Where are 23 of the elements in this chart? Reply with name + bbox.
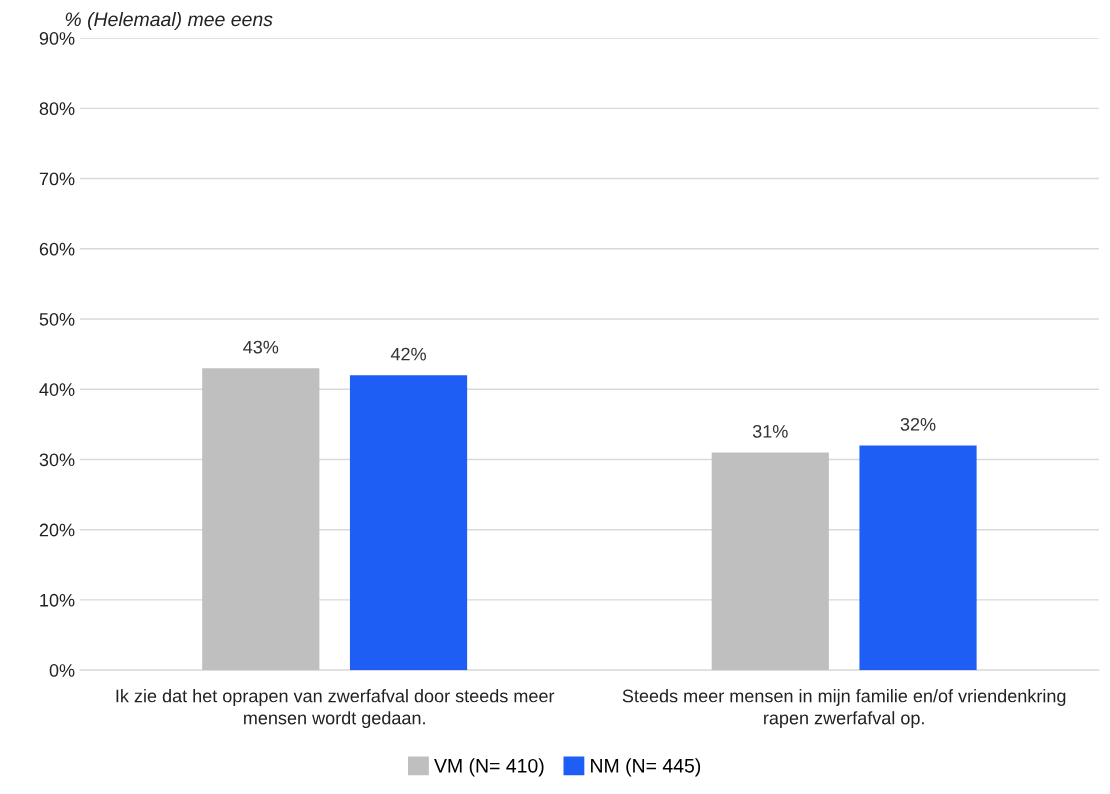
x-tick-label: Ik zie dat het oprapen van zwerfafval door steeds meer mensen wordt gedaan. — [116, 689, 555, 728]
data-label: 31% — [752, 424, 788, 438]
y-tick-label: 70% — [39, 172, 75, 186]
y-tick-label: 30% — [39, 453, 75, 467]
data-label: 43% — [243, 340, 279, 354]
y-tick-label: 0% — [49, 664, 75, 677]
x-tick-label: Steeds meer mensen in mijn familie en/of vriendenkring rapen zwerfafval op. — [622, 689, 1066, 728]
y-tick-label: 80% — [39, 102, 75, 116]
y-tick-label: 40% — [39, 383, 75, 396]
bar — [349, 375, 468, 671]
y-axis-title: % (Helemaal) mee eens — [65, 11, 273, 31]
bar — [711, 452, 829, 671]
y-tick-label: 10% — [40, 593, 75, 607]
data-label: 42% — [390, 347, 426, 361]
bar — [859, 445, 977, 671]
y-tick-label: 50% — [39, 312, 75, 326]
y-tick-label: 60% — [39, 242, 75, 256]
y-tick-label: 20% — [39, 523, 75, 537]
data-label: 32% — [900, 417, 936, 431]
bar — [202, 368, 320, 671]
legend-label: NM (N= 445) — [591, 758, 701, 777]
y-tick-label: 90% — [39, 32, 75, 45]
legend-label: VM (N= 410) — [434, 758, 544, 777]
